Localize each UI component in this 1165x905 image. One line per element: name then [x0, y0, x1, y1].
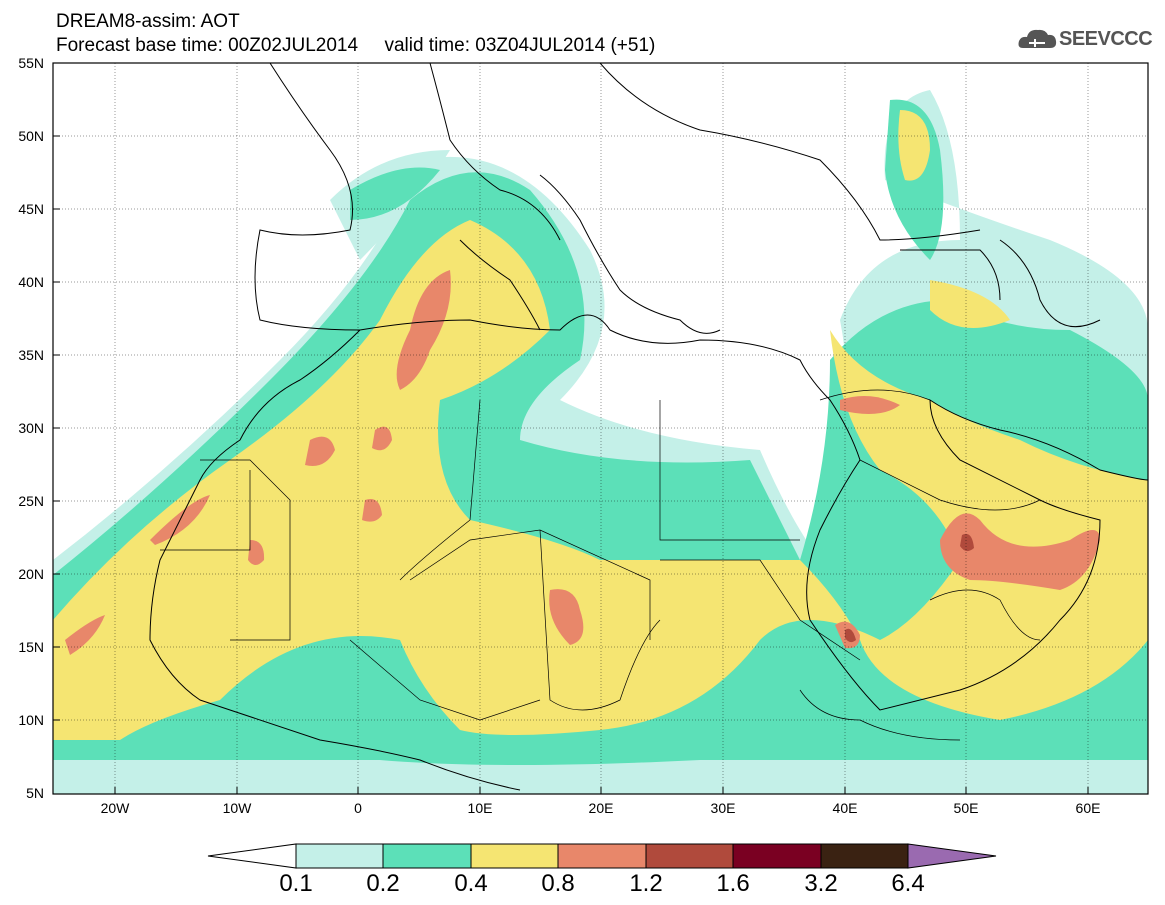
- lon-label: 20W: [100, 800, 130, 816]
- lon-label: 10W: [222, 800, 252, 816]
- colorbar-label: 3.2: [804, 870, 838, 897]
- colorbar-label: 1.6: [716, 870, 750, 897]
- colorbar-label: 6.4: [891, 870, 925, 897]
- lat-label: 20N: [18, 566, 44, 582]
- aot-band-0.4: [53, 110, 1148, 740]
- lon-label: 50E: [953, 800, 979, 816]
- lat-label: 15N: [18, 639, 44, 655]
- seevccc-logo: SEEVCCC: [1017, 24, 1157, 56]
- lat-label: 40N: [18, 274, 44, 290]
- lon-label: 30E: [710, 800, 736, 816]
- lat-label: 10N: [18, 712, 44, 728]
- lon-label: 60E: [1075, 800, 1101, 816]
- logo-text: SEEVCCC: [1059, 28, 1153, 50]
- lon-label: 20E: [588, 800, 614, 816]
- lat-label: 35N: [18, 347, 44, 363]
- map-grid: [53, 63, 1148, 794]
- lat-label: 30N: [18, 420, 44, 436]
- lat-label: 45N: [18, 201, 44, 217]
- lon-label: 0: [354, 800, 362, 816]
- lon-label: 10E: [467, 800, 493, 816]
- lat-label: 5N: [26, 785, 44, 801]
- coastlines: [149, 63, 1148, 791]
- colorbar-label: 0.2: [366, 870, 400, 897]
- lat-label: 55N: [18, 55, 44, 71]
- colorbar-label: 1.2: [629, 870, 663, 897]
- colorbar-label: 0.8: [541, 870, 575, 897]
- colorbar-label: 0.1: [279, 870, 313, 897]
- lat-label: 50N: [18, 128, 44, 144]
- lon-label: 40E: [832, 800, 858, 816]
- tick-marks: [53, 135, 1089, 794]
- aot-band-0.8: [65, 270, 1100, 655]
- aot-band-1.2: [845, 533, 974, 643]
- forecast-time-subtitle: Forecast base time: 00Z02JUL2014 valid t…: [56, 35, 656, 56]
- chart-title: DREAM8-assim: AOT: [56, 11, 240, 32]
- colorbar-label: 0.4: [454, 870, 488, 897]
- cloud-icon: [1018, 29, 1057, 48]
- lat-label: 25N: [18, 493, 44, 509]
